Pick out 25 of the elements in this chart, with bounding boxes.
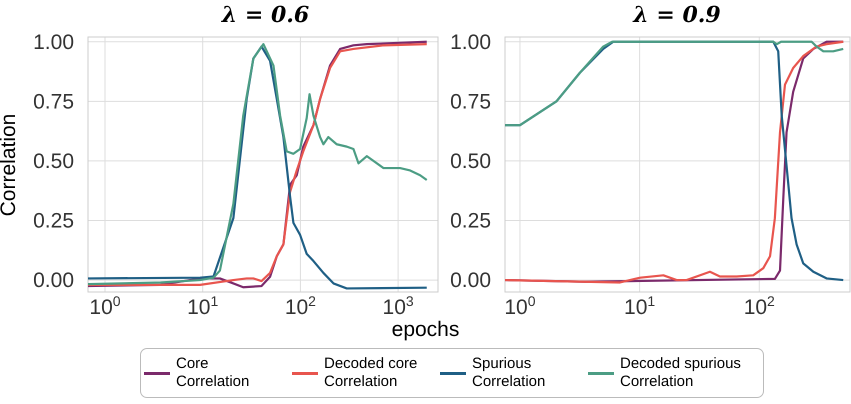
y-axis-title: Correlation — [0, 114, 21, 216]
x-tick-label: 10$^{2}$ — [284, 293, 316, 319]
y-tick-label: 0.50 — [33, 150, 74, 173]
x-tick-label: 10$^{1}$ — [624, 293, 656, 319]
chart-title: λ = 0.9 — [632, 2, 722, 28]
y-tick-label: 0.75 — [450, 90, 491, 114]
y-tick-label: 0.75 — [33, 90, 74, 114]
x-tick-label: 10$^{1}$ — [187, 293, 218, 319]
legend-label: Core Correlation — [176, 355, 250, 391]
y-tick-label: 0.25 — [450, 210, 491, 233]
y-tick-label: 1.00 — [450, 30, 491, 54]
x-tick-label: 10$^{3}$ — [382, 293, 414, 319]
x-tick-label: 10$^{2}$ — [744, 293, 776, 319]
y-tick-label: 1.00 — [33, 30, 74, 54]
x-tick-label: 10$^{0}$ — [89, 293, 121, 319]
y-tick-label: 0.50 — [450, 150, 491, 173]
y-tick-label: 0.00 — [450, 269, 491, 292]
y-tick-label: 0.25 — [33, 210, 74, 233]
x-axis-title: epochs — [390, 318, 460, 342]
y-tick-label: 0.00 — [33, 269, 74, 292]
legend-label: Spurious Correlation — [472, 355, 546, 391]
legend-label: Decoded core Correlation — [324, 355, 418, 391]
chart-title: λ = 0.6 — [220, 2, 310, 28]
legend-label: Decoded spurious Correlation — [620, 355, 742, 391]
x-tick-label: 10$^{0}$ — [504, 293, 536, 319]
